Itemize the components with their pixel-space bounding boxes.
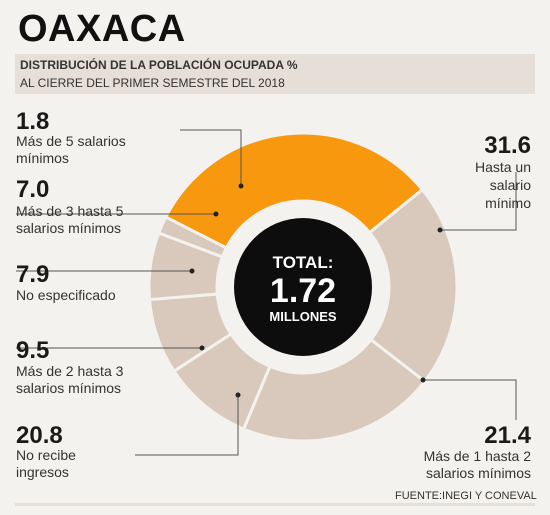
- leader-line-no-recibe-ingresos: [135, 395, 239, 456]
- value-label-mas-de-1-hasta-2-salarios-minimos: 21.4: [484, 422, 531, 449]
- page-title: OAXACA: [18, 8, 186, 50]
- value-label-no-especificado: 7.9: [16, 261, 49, 288]
- chart-subtitle-line2: AL CIERRE DEL PRIMER SEMESTRE DEL 2018: [20, 76, 285, 90]
- leader-lines: [16, 129, 517, 456]
- leader-dot-hasta-un-salario-minimo: [437, 227, 443, 233]
- category-label-hasta-un-salario-minimo: mínimo: [485, 195, 531, 211]
- center-circle: [234, 218, 372, 356]
- leader-dot-mas-de-3-hasta-5-salarios-minimos: [213, 211, 219, 217]
- value-label-mas-de-5-salarios-minimos: 1.8: [16, 108, 49, 135]
- category-label-mas-de-3-hasta-5-salarios-minimos: Más de 3 hasta 5: [16, 203, 124, 219]
- leader-line-mas-de-5-salarios-minimos: [180, 129, 242, 186]
- leader-dot-no-recibe-ingresos: [235, 392, 241, 398]
- value-label-mas-de-3-hasta-5-salarios-minimos: 7.0: [16, 176, 49, 203]
- category-label-mas-de-3-hasta-5-salarios-minimos: salarios mínimos: [16, 220, 121, 236]
- donut-slices: [147, 131, 459, 443]
- leader-dot-mas-de-2-hasta-3-salarios-minimos: [199, 345, 205, 351]
- footer-rule: [15, 503, 535, 506]
- center-total-unit: MILLONES: [269, 309, 336, 324]
- category-label-mas-de-1-hasta-2-salarios-minimos: salarios mínimos: [426, 465, 531, 481]
- subtitle-background: [15, 54, 535, 94]
- category-label-mas-de-5-salarios-minimos: mínimos: [16, 150, 69, 166]
- slice-no-recibe-ingresos: [241, 337, 427, 443]
- leader-line-mas-de-1-hasta-2-salarios-minimos: [423, 379, 517, 420]
- category-label-no-recibe-ingresos: ingresos: [16, 464, 69, 480]
- category-label-mas-de-5-salarios-minimos: Más de 5 salarios: [16, 133, 126, 149]
- leader-line-hasta-un-salario-minimo: [440, 172, 517, 231]
- slice-hasta-un-salario-minimo: [163, 131, 425, 250]
- category-label-mas-de-1-hasta-2-salarios-minimos: Más de 1 hasta 2: [424, 448, 532, 464]
- source-note: FUENTE:INEGI Y CONEVAL: [395, 490, 537, 502]
- category-label-hasta-un-salario-minimo: Hasta un: [475, 159, 531, 175]
- category-label-mas-de-2-hasta-3-salarios-minimos: Más de 2 hasta 3: [16, 363, 124, 379]
- center-total-value: 1.72: [270, 272, 336, 310]
- slice-mas-de-5-salarios-minimos: [156, 215, 229, 259]
- category-label-no-especificado: No especificado: [16, 287, 116, 303]
- leader-dot-no-especificado: [189, 268, 195, 274]
- category-label-mas-de-2-hasta-3-salarios-minimos: salarios mínimos: [16, 380, 121, 396]
- center-total-label: TOTAL:: [273, 253, 334, 272]
- value-label-no-recibe-ingresos: 20.8: [16, 422, 63, 449]
- value-label-hasta-un-salario-minimo: 31.6: [484, 132, 531, 159]
- slice-mas-de-1-hasta-2-salarios-minimos: [367, 187, 459, 384]
- chart-subtitle-line1: DISTRIBUCIÓN DE LA POBLACIÓN OCUPADA %: [20, 58, 298, 72]
- leader-dot-mas-de-5-salarios-minimos: [238, 183, 244, 189]
- category-label-hasta-un-salario-minimo: salario: [490, 177, 531, 193]
- leader-dot-mas-de-1-hasta-2-salarios-minimos: [420, 377, 426, 383]
- value-label-mas-de-2-hasta-3-salarios-minimos: 9.5: [16, 337, 49, 364]
- category-label-no-recibe-ingresos: No recibe: [16, 447, 76, 463]
